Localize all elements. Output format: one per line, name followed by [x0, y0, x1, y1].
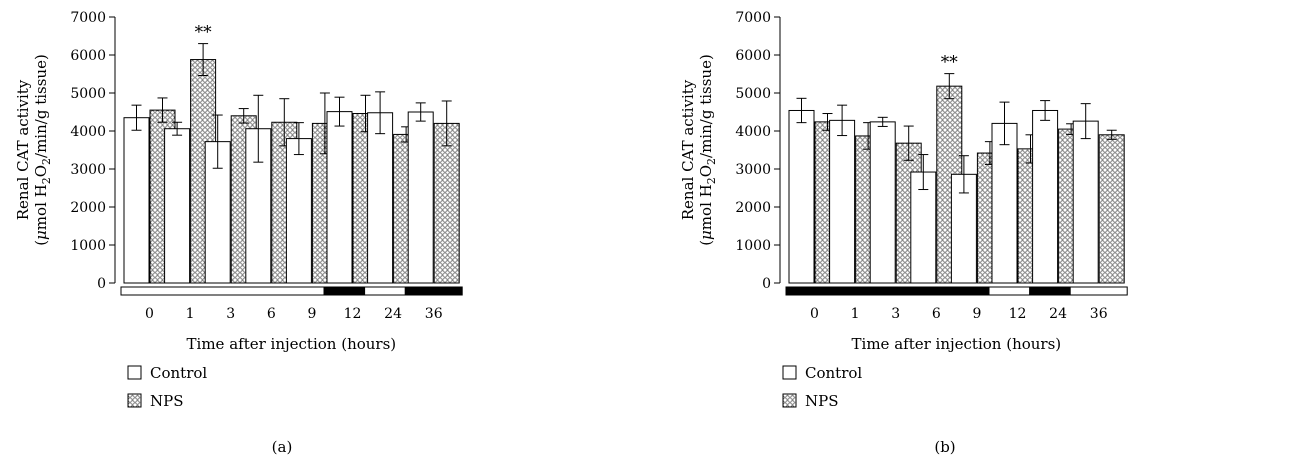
y-axis-title-part: (	[32, 240, 50, 246]
bar-control-9	[950, 173, 977, 284]
x-axis-title: Time after injection (hours)	[187, 335, 397, 353]
x-tick-label: 24	[1049, 306, 1067, 322]
bar-control-9	[285, 138, 312, 284]
y-axis-title-part: (	[697, 240, 715, 246]
y-tick-label: 4000	[735, 124, 771, 140]
x-tick-label: 12	[1009, 306, 1027, 322]
x-tick-label: 12	[344, 306, 362, 322]
y-axis-title-part: 2	[40, 177, 53, 184]
y-axis-title-part: mol H	[32, 184, 50, 230]
y-tick-label: 4000	[70, 124, 106, 140]
x-tick-label: 1	[851, 306, 860, 322]
y-axis-title-part: /min/g tissue)	[32, 54, 50, 158]
x-tick-label: 1	[186, 306, 195, 322]
y-tick-label: 0	[97, 276, 106, 292]
panel-label: (b)	[934, 438, 955, 456]
y-axis-title-line1: Renal CAT activity	[14, 79, 32, 220]
legend-label-control: Control	[150, 364, 207, 382]
x-tick-label: 9	[972, 306, 981, 322]
y-tick-label: 3000	[735, 162, 771, 178]
y-axis-title-part: μ	[32, 230, 50, 240]
y-tick-label: 5000	[70, 86, 106, 102]
x-tick-label: 0	[810, 306, 819, 322]
bar-nps-36	[433, 122, 460, 284]
y-axis-title-line2: (μmol H2O2/min/g tissue)	[32, 54, 53, 246]
x-tick-label: 6	[932, 306, 941, 322]
y-axis-title-part: 2	[705, 158, 718, 165]
y-tick-label: 7000	[70, 10, 106, 26]
x-axis-title: Time after injection (hours)	[852, 335, 1062, 353]
light-dark-segment-light	[1069, 286, 1128, 296]
y-tick-label: 1000	[735, 238, 771, 254]
bar-control-3	[869, 121, 896, 284]
light-dark-segment-dark	[785, 286, 1006, 296]
bar-control-6	[910, 171, 937, 284]
x-tick-label: 3	[891, 306, 900, 322]
y-axis-title-part: mol H	[697, 184, 715, 230]
y-axis-title-part: 2	[705, 177, 718, 184]
x-tick-label: 6	[267, 306, 276, 322]
bar-control-1	[829, 119, 856, 284]
bar-control-12	[326, 111, 353, 284]
bar-control-36	[407, 111, 434, 284]
panel-label: (a)	[272, 438, 293, 456]
bar-control-1	[164, 128, 191, 284]
y-axis-title-line2: (μmol H2O2/min/g tissue)	[697, 54, 718, 246]
x-tick-label: 36	[425, 306, 443, 322]
y-axis-title-part: μ	[697, 230, 715, 240]
x-tick-label: 36	[1090, 306, 1108, 322]
light-dark-segment-dark	[404, 286, 463, 296]
bar-nps-36	[1098, 134, 1125, 284]
y-axis-title-line1: Renal CAT activity	[679, 79, 697, 220]
legend-swatch-nps	[782, 393, 797, 408]
y-axis-title-part: O	[697, 165, 715, 177]
x-tick-label: 3	[226, 306, 235, 322]
light-dark-segment-light	[120, 286, 341, 296]
y-tick-label: 2000	[70, 200, 106, 216]
y-axis-title-part: O	[32, 165, 50, 177]
y-tick-label: 1000	[70, 238, 106, 254]
legend-label-nps: NPS	[150, 392, 184, 410]
legend-label-control: Control	[805, 364, 862, 382]
y-tick-label: 6000	[70, 48, 106, 64]
bar-control-12	[991, 122, 1018, 284]
bar-control-0	[123, 117, 150, 284]
x-tick-label: 24	[384, 306, 402, 322]
bar-control-0	[788, 109, 815, 284]
y-tick-label: 7000	[735, 10, 771, 26]
x-tick-label: 0	[145, 306, 154, 322]
bar-control-24	[367, 112, 394, 284]
y-tick-label: 0	[762, 276, 771, 292]
bar-control-24	[1032, 109, 1059, 284]
y-tick-label: 3000	[70, 162, 106, 178]
y-tick-label: 6000	[735, 48, 771, 64]
legend-swatch-control	[127, 365, 142, 380]
y-axis-title-part: /min/g tissue)	[697, 54, 715, 158]
y-tick-label: 5000	[735, 86, 771, 102]
legend-swatch-control	[782, 365, 797, 380]
y-axis-title-part: 2	[40, 158, 53, 165]
legend-label-nps: NPS	[805, 392, 839, 410]
x-tick-label: 9	[307, 306, 316, 322]
y-tick-label: 2000	[735, 200, 771, 216]
significance-annotation: **	[195, 23, 213, 43]
legend-swatch-nps	[127, 393, 142, 408]
bar-control-36	[1072, 120, 1099, 284]
significance-annotation: **	[941, 53, 959, 73]
